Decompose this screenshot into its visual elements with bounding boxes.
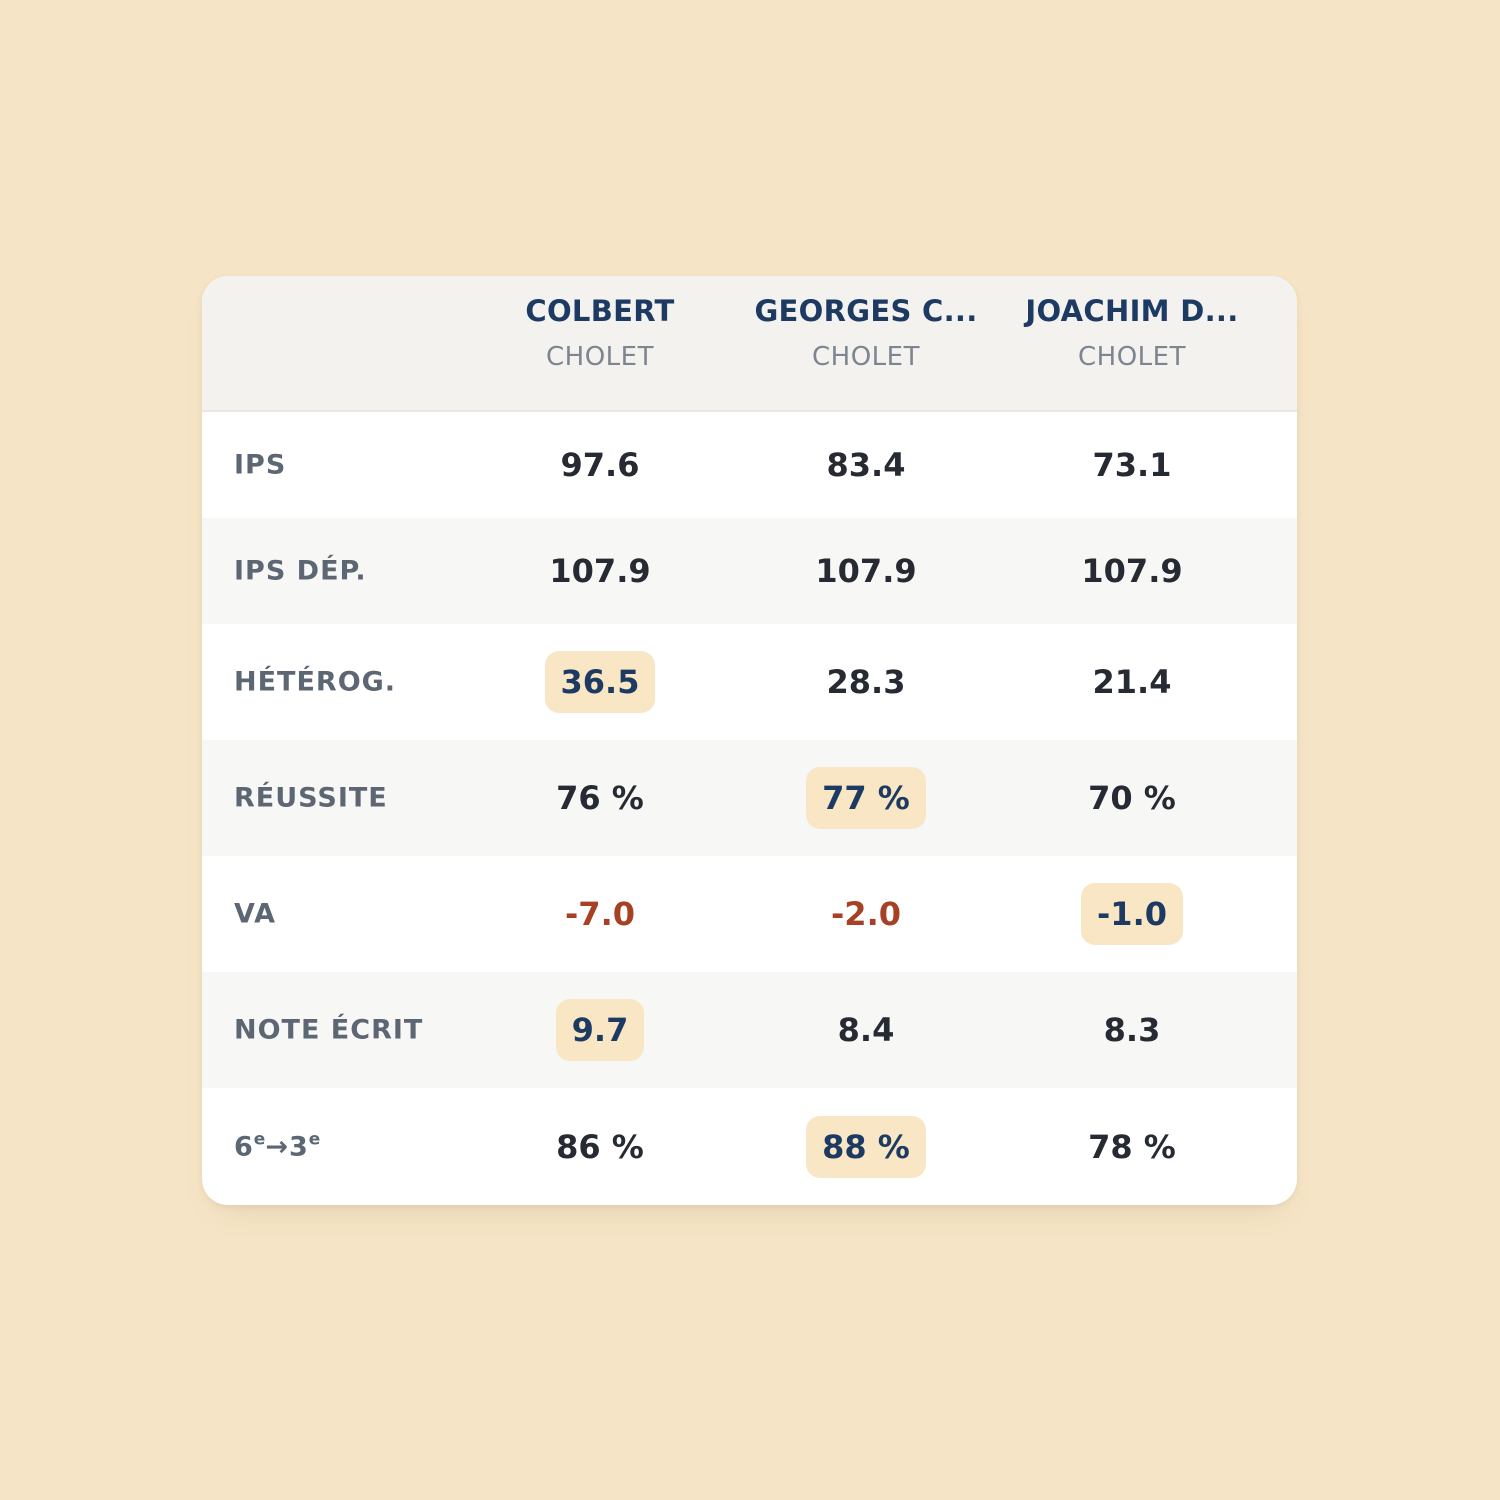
cell-value: 97.6 bbox=[560, 446, 640, 484]
table-row-note-ecrit: NOTE ÉCRIT 9.7 8.4 8.3 bbox=[202, 972, 1297, 1088]
cell-value-negative: -2.0 bbox=[831, 895, 901, 933]
table-cell: 77 % bbox=[733, 767, 999, 829]
table-cell: 36.5 bbox=[467, 651, 733, 713]
table-cell: 28.3 bbox=[733, 651, 999, 713]
table-cell: -1.0 bbox=[999, 883, 1265, 945]
cell-value: 8.3 bbox=[1103, 1011, 1161, 1049]
cell-value-highlighted: 77 % bbox=[806, 767, 926, 829]
cell-value: 78 % bbox=[1088, 1127, 1176, 1166]
table-cell: -2.0 bbox=[733, 883, 999, 945]
column-city: CHOLET bbox=[546, 342, 654, 372]
table-cell: 97.6 bbox=[467, 434, 733, 496]
row-label: HÉTÉROG. bbox=[234, 666, 397, 698]
cell-value: 107.9 bbox=[1081, 552, 1183, 590]
table-cell: 86 % bbox=[467, 1116, 733, 1178]
table-cell: 70 % bbox=[999, 767, 1265, 829]
cell-value: 73.1 bbox=[1092, 446, 1172, 484]
table-cell: 9.7 bbox=[467, 999, 733, 1061]
cell-value: 70 % bbox=[1088, 779, 1176, 817]
table-cell: 73.1 bbox=[999, 434, 1265, 496]
table-header: COLBERT CHOLET GEORGES C... CHOLET JOACH… bbox=[202, 276, 1297, 412]
row-label: 6e→3e bbox=[234, 1129, 321, 1162]
row-label: IPS DÉP. bbox=[234, 555, 367, 587]
column-name: COLBERT bbox=[525, 294, 675, 328]
row-label: RÉUSSITE bbox=[234, 782, 388, 814]
cell-value: 86 % bbox=[556, 1127, 644, 1166]
cell-value-highlighted: -1.0 bbox=[1081, 883, 1183, 945]
cell-value-highlighted: 88 % bbox=[806, 1115, 926, 1178]
row-label: IPS bbox=[234, 449, 287, 481]
table-cell: 8.4 bbox=[733, 999, 999, 1061]
table-row-ips-dep: IPS DÉP. 107.9 107.9 107.9 bbox=[202, 518, 1297, 624]
cell-value: 8.4 bbox=[837, 1011, 895, 1049]
cell-value-highlighted: 9.7 bbox=[555, 999, 645, 1061]
table-cell: 83.4 bbox=[733, 434, 999, 496]
cell-value: 83.4 bbox=[826, 446, 906, 484]
table-cell: 107.9 bbox=[467, 540, 733, 602]
comparison-table: COLBERT CHOLET GEORGES C... CHOLET JOACH… bbox=[202, 276, 1297, 1205]
cell-value: 107.9 bbox=[549, 552, 651, 590]
column-city: CHOLET bbox=[1078, 342, 1186, 372]
table-cell: -7.0 bbox=[467, 883, 733, 945]
cell-value-highlighted: 36.5 bbox=[544, 651, 656, 713]
table-cell: 107.9 bbox=[999, 540, 1265, 602]
table-cell: 78 % bbox=[999, 1116, 1265, 1178]
row-label: VA bbox=[234, 898, 276, 930]
table-row-reussite: RÉUSSITE 76 % 77 % 70 % bbox=[202, 740, 1297, 856]
row-label: NOTE ÉCRIT bbox=[234, 1014, 424, 1046]
table-cell: 21.4 bbox=[999, 651, 1265, 713]
cell-value: 76 % bbox=[556, 779, 644, 817]
cell-value: 21.4 bbox=[1092, 663, 1172, 701]
table-cell: 76 % bbox=[467, 767, 733, 829]
table-cell: 8.3 bbox=[999, 999, 1265, 1061]
table-row-6e-3e: 6e→3e 86 % 88 % 78 % bbox=[202, 1088, 1297, 1205]
table-cell: 107.9 bbox=[733, 540, 999, 602]
column-city: CHOLET bbox=[812, 342, 920, 372]
table-row-heterog: HÉTÉROG. 36.5 28.3 21.4 bbox=[202, 624, 1297, 740]
column-name: JOACHIM D... bbox=[1025, 294, 1239, 328]
cell-value: 107.9 bbox=[815, 552, 917, 590]
cell-value-negative: -7.0 bbox=[565, 895, 635, 933]
cell-value: 28.3 bbox=[826, 663, 906, 701]
table-row-ips: IPS 97.6 83.4 73.1 bbox=[202, 412, 1297, 518]
table-row-va: VA -7.0 -2.0 -1.0 bbox=[202, 856, 1297, 972]
column-name: GEORGES C... bbox=[754, 294, 978, 328]
table-cell: 88 % bbox=[733, 1115, 999, 1178]
